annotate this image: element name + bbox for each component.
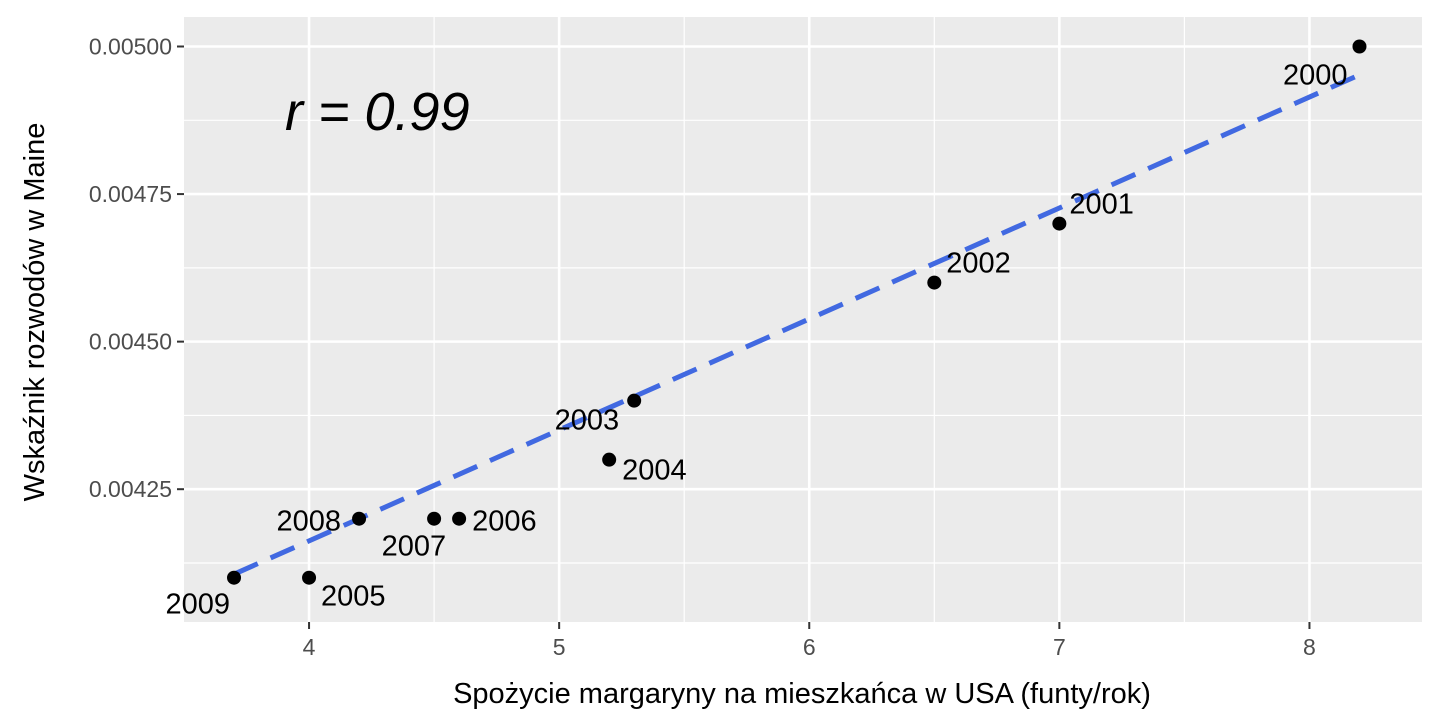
point-label: 2001 <box>1069 189 1134 221</box>
data-point <box>927 275 942 290</box>
point-label: 2004 <box>622 455 687 487</box>
data-point <box>627 393 642 408</box>
data-points <box>227 39 1367 585</box>
x-tick-labels: 4 5 6 7 8 <box>303 634 1316 660</box>
major-gridlines <box>184 17 1422 622</box>
point-label: 2005 <box>321 581 386 613</box>
point-label: 2002 <box>946 248 1011 280</box>
data-point <box>352 511 367 526</box>
point-label: 2008 <box>277 506 342 538</box>
correlation-annotation: r = 0.99 <box>285 82 470 142</box>
point-label: 2000 <box>1283 60 1348 92</box>
y-tick-label: 0.00475 <box>89 181 172 207</box>
data-point <box>227 570 242 585</box>
trend-line <box>233 72 1361 577</box>
data-point <box>602 452 617 467</box>
data-point <box>452 511 467 526</box>
axis-ticks <box>177 45 1311 629</box>
y-tick-label: 0.00425 <box>89 476 172 502</box>
point-label: 2003 <box>555 405 620 437</box>
y-axis-title: Wskaźnik rozwodów w Maine <box>19 123 51 502</box>
point-label: 2009 <box>166 589 231 621</box>
y-tick-labels: 0.00425 0.00450 0.00475 0.00500 <box>89 34 172 503</box>
y-tick-label: 0.00450 <box>89 329 172 355</box>
point-label: 2007 <box>382 531 447 563</box>
data-point <box>1052 216 1067 231</box>
y-tick-label: 0.00500 <box>89 34 172 60</box>
x-tick-label: 4 <box>303 634 316 660</box>
x-axis-title: Spożycie margaryny na mieszkańca w USA (… <box>453 678 1151 710</box>
x-tick-label: 8 <box>1303 634 1316 660</box>
x-tick-label: 5 <box>553 634 566 660</box>
data-point <box>1352 39 1367 54</box>
x-tick-label: 6 <box>803 634 816 660</box>
minor-gridlines <box>184 17 1422 622</box>
data-point <box>427 511 442 526</box>
point-label: 2006 <box>472 506 537 538</box>
data-point <box>302 570 317 585</box>
x-tick-label: 7 <box>1053 634 1066 660</box>
